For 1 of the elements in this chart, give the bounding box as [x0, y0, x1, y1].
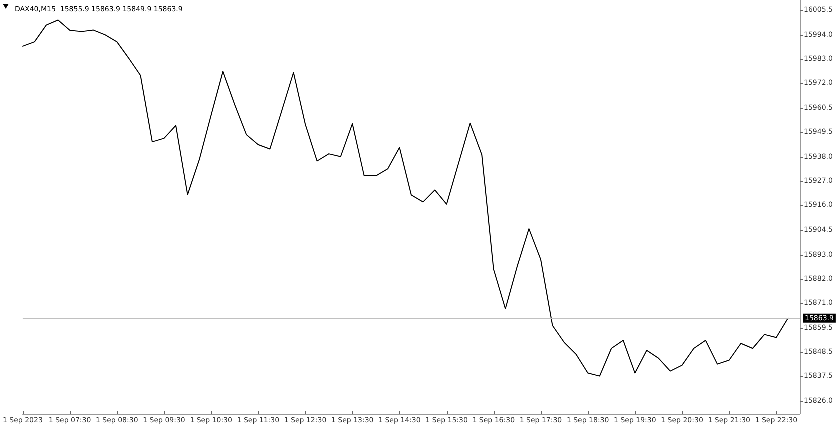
line-series: [22, 20, 789, 377]
